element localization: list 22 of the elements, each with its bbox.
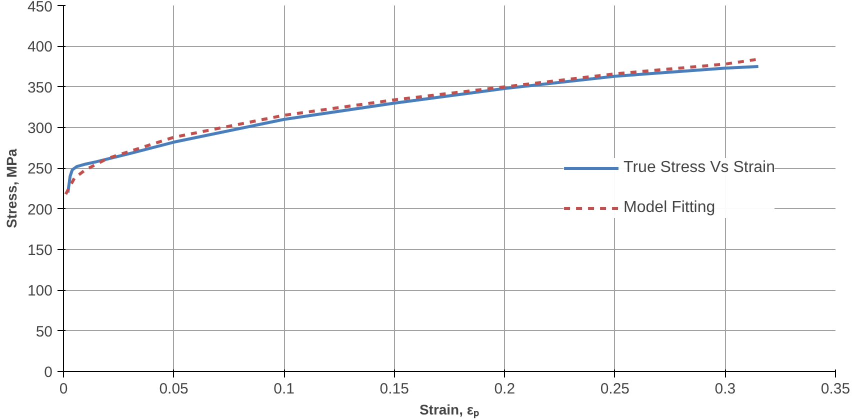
x-tick-label: 0 <box>59 380 68 398</box>
y-tick-label: 50 <box>36 323 53 340</box>
y-tick-label: 0 <box>44 364 52 381</box>
x-tick-label: 0.15 <box>380 380 409 398</box>
y-tick-label: 450 <box>27 0 53 16</box>
y-tick-label: 350 <box>27 79 53 96</box>
y-tick-label: 250 <box>27 160 53 178</box>
x-tick-label: 0.25 <box>600 380 630 398</box>
y-tick-label: 400 <box>27 38 53 56</box>
x-tick-label: 0.3 <box>714 380 736 398</box>
x-tick-label: 0.1 <box>274 380 295 398</box>
x-tick-label: 0.2 <box>494 380 516 398</box>
x-axis-title: Strain, εₚ <box>419 402 480 418</box>
y-tick-label: 100 <box>27 282 53 300</box>
x-tick-label: 0.35 <box>820 380 850 398</box>
y-tick-label: 150 <box>27 242 53 259</box>
y-tick-label: 200 <box>27 201 53 218</box>
x-tick-label: 0.05 <box>159 380 188 398</box>
y-tick-label: 300 <box>27 120 53 137</box>
legend-label: True Stress Vs Strain <box>624 159 775 177</box>
legend-label: Model Fitting <box>624 199 716 217</box>
y-axis-title: Stress, MPa <box>3 148 20 228</box>
